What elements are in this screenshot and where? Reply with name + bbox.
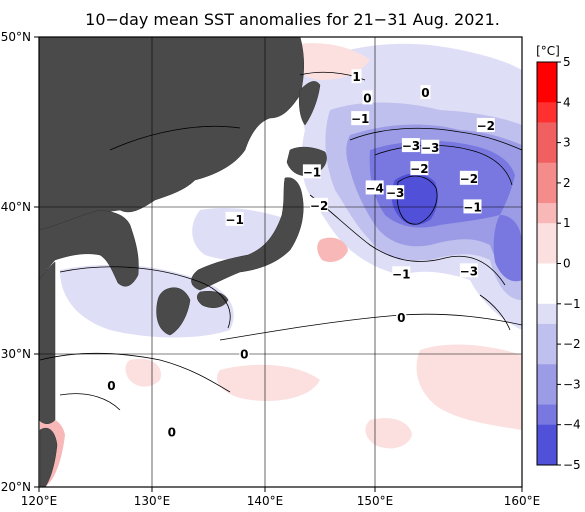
- contour-label: −3: [460, 263, 478, 278]
- lon-label-160e: 160°E: [504, 494, 541, 508]
- colorbar-cell: [537, 223, 557, 244]
- colorbar: [°C] 5 4 3 2 1 0 −1 −2 −3 −4 −5: [536, 44, 581, 472]
- lat-label-50n: 50°N: [1, 30, 31, 44]
- colorbar-tick-label: 1: [563, 216, 571, 230]
- kyushu: [156, 287, 191, 336]
- contour-label-text: 0: [240, 347, 248, 361]
- contour-label: 0: [239, 346, 250, 361]
- colorbar-tick-label: 4: [563, 95, 571, 109]
- colorbar-cell: [537, 102, 557, 123]
- contour-label: −1: [351, 111, 369, 126]
- colorbar-cell: [537, 142, 557, 164]
- colorbar-cell: [537, 364, 557, 385]
- colorbar-tick-label: −5: [563, 458, 581, 472]
- contour-label-text: −3: [402, 139, 420, 153]
- colorbar-cell: [537, 62, 557, 83]
- contour-label-text: −2: [460, 172, 478, 186]
- contour-label-text: 0: [168, 426, 176, 440]
- contour-label-text: −2: [477, 119, 495, 133]
- land-masses: [38, 36, 327, 488]
- contour-label: 0: [420, 85, 431, 100]
- colorbar-tick-label: 3: [563, 136, 571, 150]
- colorbar-cell: [537, 82, 557, 103]
- colorbar-cell: [537, 203, 557, 224]
- lon-label-130e: 130°E: [134, 494, 171, 508]
- colorbar-tick-label: −2: [563, 337, 581, 351]
- contour-label: −2: [477, 117, 495, 133]
- map-frame: [38, 36, 523, 488]
- contour-lines: [39, 71, 523, 411]
- map-title: 10−day mean SST anomalies for 21−31 Aug.…: [85, 10, 500, 29]
- shikoku: [197, 291, 229, 308]
- contour-label-text: 1: [352, 70, 360, 84]
- sakhalin: [298, 81, 321, 126]
- colorbar-cell: [537, 344, 557, 365]
- contour-label: 0: [166, 424, 177, 440]
- contour-label: 0: [362, 90, 373, 105]
- contour-label-text: −1: [225, 213, 243, 227]
- contour-label-text: −3: [460, 264, 478, 278]
- contour-label-text: −2: [410, 162, 428, 176]
- contour-label: −1: [463, 199, 482, 214]
- contour-label-text: 0: [421, 86, 429, 100]
- colorbar-unit: [°C]: [536, 44, 560, 58]
- taiwan: [39, 427, 58, 488]
- colorbar-cell: [537, 122, 557, 144]
- lat-label-30n: 30°N: [1, 347, 31, 361]
- colorbar-cell: [537, 323, 557, 345]
- colorbar-cell: [537, 162, 557, 184]
- colorbar-cell: [537, 444, 557, 466]
- contour-label: 0: [106, 377, 117, 393]
- contour-label: −3: [421, 139, 439, 155]
- colorbar-cell: [537, 303, 557, 325]
- contour-label: −1: [225, 211, 244, 227]
- contour-label: −3: [402, 138, 420, 153]
- lat-label-20n: 20°N: [1, 480, 31, 494]
- colorbar-cell: [537, 384, 557, 406]
- contour-label-text: −1: [463, 200, 481, 214]
- colorbar-cell: [537, 263, 557, 285]
- contour-label-text: −3: [386, 186, 404, 200]
- honshu: [191, 177, 304, 291]
- colorbar-cell: [537, 182, 557, 204]
- contour-label-text: 0: [363, 91, 371, 105]
- lat-label-40n: 40°N: [1, 200, 31, 214]
- contour-label-text: −4: [365, 181, 383, 195]
- colorbar-cell: [537, 424, 557, 446]
- contour-label-text: −3: [421, 141, 439, 155]
- contour-label: −3: [386, 185, 404, 200]
- colorbar-tick-label: −3: [563, 377, 581, 391]
- contour-label: −2: [410, 161, 429, 176]
- contour-label-text: −1: [351, 112, 369, 126]
- contour-label: −4: [365, 180, 384, 195]
- lon-label-150e: 150°E: [357, 494, 394, 508]
- lon-label-140e: 140°E: [247, 494, 284, 508]
- graticule: [39, 37, 522, 487]
- contour-label-text: −1: [303, 165, 321, 179]
- colorbar-tick-label: 2: [563, 176, 571, 190]
- contour-label: 0: [396, 309, 407, 325]
- colorbar-cell: [537, 243, 557, 264]
- colorbar-cell: [537, 404, 557, 426]
- contour-label: −1: [303, 164, 321, 179]
- contour-label: −2: [460, 170, 478, 186]
- colorbar-cell: [537, 283, 557, 305]
- colorbar-tick-label: 0: [563, 257, 571, 271]
- lon-label-120e: 120°E: [21, 494, 58, 508]
- contour-label: −2: [310, 197, 328, 213]
- contour-label: 1: [351, 69, 362, 84]
- colorbar-tick-label: −1: [563, 297, 581, 311]
- contour-label-text: −2: [310, 199, 328, 213]
- contour-label: −1: [392, 266, 410, 281]
- contour-label-text: 0: [397, 311, 405, 325]
- china-coast: [38, 261, 56, 424]
- colorbar-tick-label: −4: [563, 418, 581, 432]
- colorbar-tick-label: 5: [563, 55, 571, 69]
- contour-label-text: 0: [107, 379, 115, 393]
- contour-label-text: −1: [392, 267, 410, 281]
